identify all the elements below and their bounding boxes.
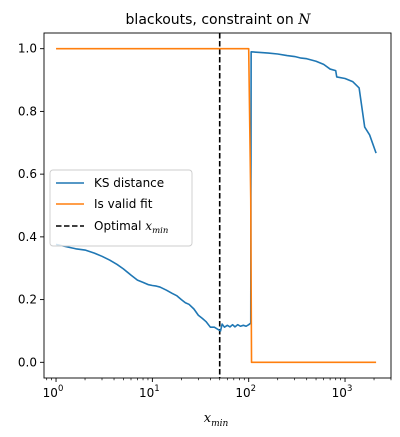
y-tick-label: 0.8	[18, 104, 37, 118]
x-tick-label: 100	[43, 384, 64, 400]
legend-label-ks-distance: KS distance	[94, 176, 164, 190]
plot-area	[55, 33, 377, 378]
chart-title: blackouts, constraint on N	[126, 12, 312, 28]
plot-frame	[43, 32, 392, 379]
series-line-ks-distance	[55, 51, 377, 332]
y-tick-label: 1.0	[18, 42, 37, 56]
legend-box	[49, 169, 193, 247]
axes: 0.0 0.2 0.4 0.6 0.8 1.0 100 101 102 103	[18, 42, 392, 400]
x-tick-label: 103	[332, 384, 353, 400]
y-tick-label: 0.0	[18, 355, 37, 369]
legend: KS distance Is valid fit Optimal xmin	[49, 169, 193, 247]
series-line-is-valid-fit	[56, 47, 377, 364]
x-tick-label: 102	[235, 384, 256, 400]
x-tick-label: 101	[139, 384, 160, 400]
series-layer	[55, 47, 377, 364]
legend-label-optimal-xmin: Optimal xmin	[94, 219, 168, 236]
x-axis-label: xmin	[204, 411, 229, 429]
legend-label-is-valid-fit: Is valid fit	[94, 197, 153, 211]
y-tick-label: 0.2	[18, 293, 37, 307]
y-tick-label: 0.6	[18, 167, 37, 181]
y-tick-label: 0.4	[18, 230, 37, 244]
